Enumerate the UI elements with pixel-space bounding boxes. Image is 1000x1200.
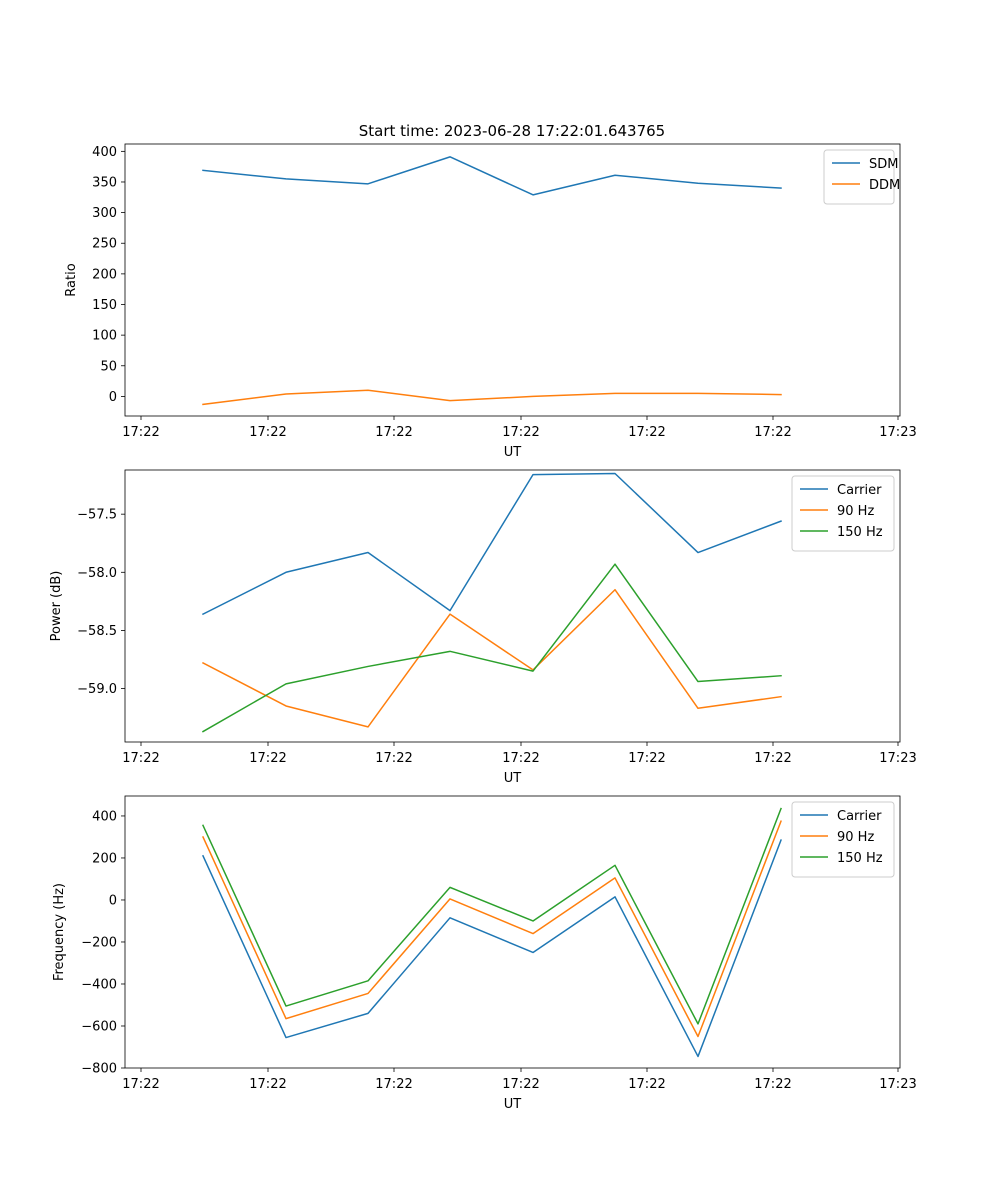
x-tick-label: 17:22 bbox=[502, 751, 539, 766]
y-tick-label: 200 bbox=[92, 851, 117, 866]
series-line-90-hz bbox=[202, 820, 782, 1038]
legend: Carrier 90 Hz 150 Hz bbox=[791, 801, 895, 878]
legend: Carrier 90 Hz 150 Hz bbox=[791, 475, 895, 552]
series-line-ddm bbox=[202, 389, 782, 406]
x-axis-label: UT bbox=[504, 445, 522, 460]
axes-frame bbox=[124, 469, 901, 743]
axes-frame bbox=[124, 795, 901, 1069]
x-tick-label: 17:23 bbox=[879, 751, 916, 766]
x-tick-label: 17:22 bbox=[249, 1077, 286, 1092]
y-tick-label: 300 bbox=[92, 206, 117, 221]
series-line-carrier bbox=[201, 472, 782, 616]
x-tick-label: 17:22 bbox=[628, 751, 665, 766]
y-axis-label: Ratio bbox=[64, 263, 79, 296]
y-tick-label: 400 bbox=[92, 809, 117, 824]
x-tick-label: 17:22 bbox=[754, 751, 791, 766]
x-tick-label: 17:22 bbox=[122, 1077, 159, 1092]
x-tick-label: 17:22 bbox=[502, 425, 539, 440]
subplot-2: 17:22 17:22 17:22 17:22 17:22 17:22 17:23 −57.5… bbox=[49, 469, 917, 786]
y-axis-label: Frequency (Hz) bbox=[52, 883, 67, 981]
y-tick-label: 400 bbox=[92, 145, 117, 160]
x-tick-label: 17:22 bbox=[628, 425, 665, 440]
x-tick-label: 17:22 bbox=[249, 425, 286, 440]
y-axis-label: Power (dB) bbox=[49, 571, 64, 642]
y-tick-label: −200 bbox=[81, 935, 117, 950]
y-tick-label: −58.5 bbox=[77, 624, 117, 639]
x-axis-label: UT bbox=[504, 771, 522, 786]
x-tick-label: 17:22 bbox=[754, 1077, 791, 1092]
y-tick-label: 250 bbox=[92, 237, 117, 252]
y-tick-label: 200 bbox=[92, 267, 117, 282]
series-line-sdm bbox=[202, 156, 782, 196]
legend: SDM DDM bbox=[823, 149, 900, 205]
series-line-carrier bbox=[202, 839, 782, 1058]
y-tick-label: 350 bbox=[92, 175, 117, 190]
y-tick-label: 50 bbox=[100, 359, 117, 374]
x-tick-label: 17:22 bbox=[502, 1077, 539, 1092]
y-tick-label: −58.0 bbox=[77, 566, 117, 581]
x-axis-label: UT bbox=[504, 1097, 522, 1112]
x-tick-label: 17:22 bbox=[754, 425, 791, 440]
x-tick-label: 17:22 bbox=[375, 425, 412, 440]
y-tick-label: −600 bbox=[81, 1019, 117, 1034]
series-line-90-hz bbox=[201, 588, 782, 728]
x-tick-label: 17:22 bbox=[628, 1077, 665, 1092]
legend-label: 90 Hz bbox=[837, 504, 874, 519]
legend-label: 150 Hz bbox=[837, 851, 883, 866]
x-tick-label: 17:22 bbox=[375, 751, 412, 766]
legend-box bbox=[791, 475, 895, 552]
x-tick-label: 17:23 bbox=[879, 1077, 916, 1092]
series-line-150-hz bbox=[201, 563, 782, 733]
figure-title: Start time: 2023-06-28 17:22:01.643765 bbox=[359, 122, 665, 140]
subplot-3: 17:22 17:22 17:22 17:22 17:22 17:22 17:23 −800 −… bbox=[52, 795, 917, 1112]
legend-label: 90 Hz bbox=[837, 830, 874, 845]
subplot-1: 17:22 17:22 17:22 17:22 17:22 17:22 17:23 0 50 10… bbox=[64, 143, 917, 460]
x-tick-label: 17:22 bbox=[249, 751, 286, 766]
series-line-150-hz bbox=[202, 807, 782, 1025]
x-tick-label: 17:23 bbox=[879, 425, 916, 440]
y-tick-label: −59.0 bbox=[77, 682, 117, 697]
y-tick-label: −400 bbox=[81, 977, 117, 992]
y-tick-label: 0 bbox=[109, 893, 117, 908]
y-tick-label: −800 bbox=[81, 1062, 117, 1077]
legend-label: SDM bbox=[869, 157, 898, 172]
legend-label: Carrier bbox=[837, 809, 882, 824]
x-tick-label: 17:22 bbox=[375, 1077, 412, 1092]
legend-box bbox=[791, 801, 895, 878]
axes-frame bbox=[124, 143, 901, 417]
y-tick-label: 150 bbox=[92, 298, 117, 313]
y-tick-label: 0 bbox=[109, 390, 117, 405]
x-tick-label: 17:22 bbox=[122, 425, 159, 440]
y-tick-label: 100 bbox=[92, 329, 117, 344]
x-tick-label: 17:22 bbox=[122, 751, 159, 766]
y-tick-label: −57.5 bbox=[77, 508, 117, 523]
legend-label: DDM bbox=[869, 178, 900, 193]
legend-label: Carrier bbox=[837, 483, 882, 498]
legend-label: 150 Hz bbox=[837, 525, 883, 540]
